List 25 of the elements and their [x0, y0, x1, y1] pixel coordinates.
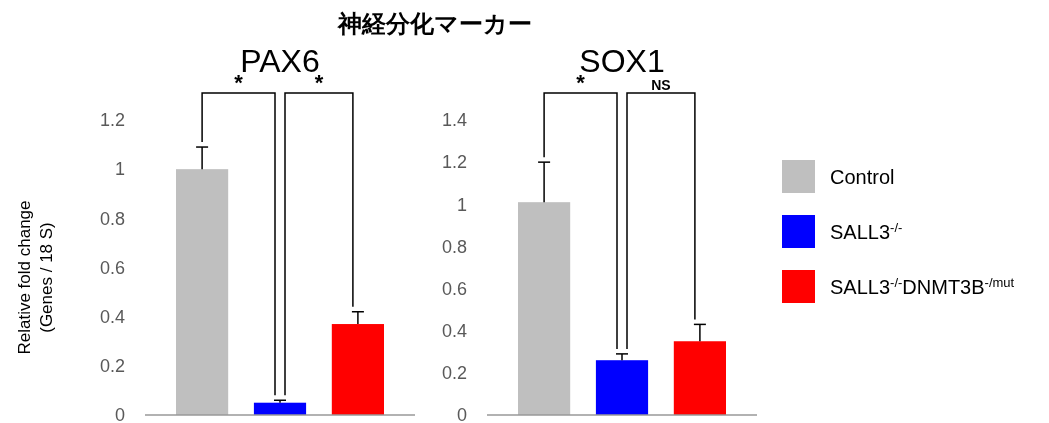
- y-tick-label: 0: [456, 405, 467, 423]
- bar: [595, 360, 649, 415]
- y-tick-label: 0.4: [441, 321, 467, 342]
- y-tick-label: 1.4: [441, 110, 467, 131]
- bar: [331, 324, 384, 415]
- text: NS: [651, 77, 671, 93]
- y-tick-label: 0.2: [441, 363, 467, 384]
- y-tick-label: 1.2: [99, 110, 125, 131]
- y-tick-label: 1: [456, 194, 467, 215]
- y-tick-label: 0.8: [441, 236, 467, 257]
- text: 神経分化マーカー: [337, 10, 532, 38]
- y-tick-label: 1: [114, 159, 125, 180]
- y-axis-title: Relative fold change (Genes / 18 S): [15, 200, 56, 355]
- y-tick-label: 0.2: [99, 356, 125, 377]
- legend-label: Control: [830, 166, 895, 188]
- bar: [673, 341, 726, 415]
- y-tick-label: 1.2: [441, 152, 467, 173]
- legend-label: SALL3$^{-/-}$: [830, 219, 903, 243]
- y-tick-label: 0.8: [99, 208, 125, 229]
- y-tick-label: 0.6: [441, 278, 467, 299]
- y-tick-label: 0.6: [99, 257, 125, 278]
- legend-label: SALL3$^{-/-}$DNMT3B$^{-/mut}$: [830, 274, 1015, 298]
- y-tick-label: 0: [114, 405, 125, 423]
- text: *: [234, 70, 244, 95]
- y-tick-label: 0.4: [99, 306, 125, 327]
